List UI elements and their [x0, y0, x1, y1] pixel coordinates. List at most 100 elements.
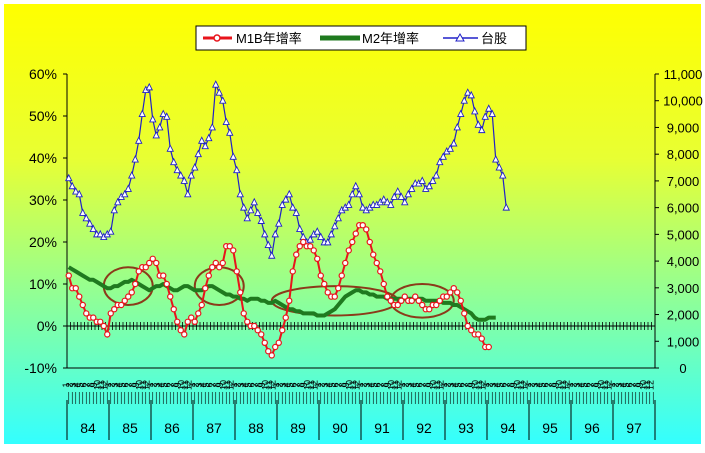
m1b-point — [146, 259, 153, 267]
m1b-point — [345, 247, 352, 254]
taiex-point — [96, 229, 104, 238]
month-tick-label: 12 — [435, 380, 445, 390]
month-tick-label: 9 — [299, 382, 309, 387]
taiex-point — [212, 80, 220, 88]
taiex-point — [394, 187, 402, 195]
month-tick-label: 10 — [428, 380, 438, 390]
m1b-point — [475, 331, 482, 338]
month-tick-label: 3 — [362, 382, 372, 387]
month-tick-label: 10 — [470, 380, 480, 390]
m1b-point — [310, 247, 317, 254]
taiex-point — [278, 200, 286, 208]
left-tick-label: 0% — [37, 318, 57, 334]
m1b-point — [373, 259, 380, 267]
taiex-point — [226, 128, 234, 136]
m1b-point — [79, 301, 86, 309]
taiex-point — [499, 171, 507, 179]
left-tick-label: 20% — [29, 234, 57, 250]
m1b-point — [83, 310, 90, 317]
month-tick-label: 12 — [351, 380, 361, 390]
month-tick-label: 2 — [316, 382, 326, 387]
m1b-point — [335, 285, 342, 292]
month-tick-label: 9 — [89, 382, 99, 387]
m1b-point — [317, 272, 324, 279]
taiex-point — [247, 205, 255, 214]
m1b-point — [153, 259, 160, 267]
m1b-point — [363, 226, 370, 233]
right-tick-label: 0 — [679, 361, 686, 376]
month-tick-label: 3 — [278, 382, 288, 387]
month-tick-label: 3 — [68, 382, 78, 387]
m1b-point — [212, 259, 219, 267]
taiex-point — [191, 163, 199, 171]
month-tick-label: 10 — [344, 380, 354, 390]
taiex-point — [187, 171, 195, 179]
taiex-point — [107, 227, 115, 235]
legend-label-m1b: M1B年增率 — [236, 31, 302, 46]
taiex-point — [324, 237, 332, 246]
m1b-point — [209, 264, 216, 271]
taiex-point — [432, 171, 440, 179]
month-tick-label: 1 — [103, 382, 113, 387]
m1b-point — [272, 343, 279, 351]
month-tick-label: 7 — [292, 382, 302, 387]
month-tick-label: 4 — [533, 382, 543, 387]
m1b-point — [219, 259, 226, 267]
month-tick-label: 9 — [425, 382, 435, 387]
month-tick-label: 6 — [540, 382, 550, 387]
month-tick-label: 6 — [456, 382, 466, 387]
taiex-point — [460, 96, 468, 104]
year-label: 96 — [584, 420, 600, 436]
taiex-point — [383, 197, 391, 206]
taiex-point — [352, 181, 360, 190]
month-tick-label: 4 — [491, 382, 501, 387]
month-tick-label: 4 — [113, 382, 123, 387]
m1b-point — [342, 259, 349, 267]
m1b-point — [128, 289, 135, 296]
month-tick-label: 4 — [281, 382, 291, 387]
taiex-point — [453, 122, 461, 131]
taiex-point — [254, 208, 262, 216]
month-tick-label: 9 — [593, 382, 603, 387]
month-tick-label: 8 — [169, 382, 179, 387]
month-tick-label: 9 — [635, 382, 645, 387]
m1b-point — [121, 297, 128, 304]
taiex-point — [222, 117, 230, 126]
axes: -10% 0% 10% 20% 30% 40% 50% 60% 0 1,000 2,000 3,000… — [24, 66, 703, 440]
month-tick-label: 11 — [390, 380, 400, 389]
series-line-m2 — [67, 265, 496, 322]
taiex-point — [257, 216, 265, 224]
month-tick-label: 1 — [607, 382, 617, 387]
month-tick-label: 10 — [92, 380, 102, 390]
month-tick-label: 5 — [411, 382, 421, 387]
taiex-point — [450, 138, 458, 147]
m1b-point — [321, 280, 328, 288]
taiex-point — [240, 203, 248, 211]
m1b-point — [352, 230, 359, 237]
m1b-point — [447, 289, 454, 296]
right-tick-label: 7,000 — [667, 174, 700, 189]
taiex-point — [474, 120, 482, 128]
m1b-point — [233, 268, 240, 275]
month-tick-label: 1 — [439, 382, 449, 387]
m1b-point — [398, 297, 405, 304]
taiex-point — [495, 163, 503, 171]
month-tick-label: 8 — [505, 382, 515, 387]
taiex-point — [457, 109, 465, 118]
m1b-point — [394, 301, 401, 309]
m1b-point — [216, 264, 223, 271]
taiex-point — [229, 152, 237, 160]
right-tick-label: 10,000 — [663, 94, 703, 109]
month-tick-label: 8 — [421, 382, 431, 387]
month-tick-label: 12 — [393, 380, 403, 390]
month-tick-label: 9 — [215, 382, 225, 387]
taiex-point — [215, 88, 223, 96]
month-tick-label: 6 — [120, 382, 130, 387]
year-label: 91 — [374, 420, 390, 436]
m1b-point — [265, 348, 272, 355]
month-tick-label: 7 — [208, 382, 218, 387]
month-tick-label: 9 — [173, 382, 183, 387]
m1b-point — [300, 238, 307, 246]
month-tick-label: 2 — [442, 382, 452, 387]
